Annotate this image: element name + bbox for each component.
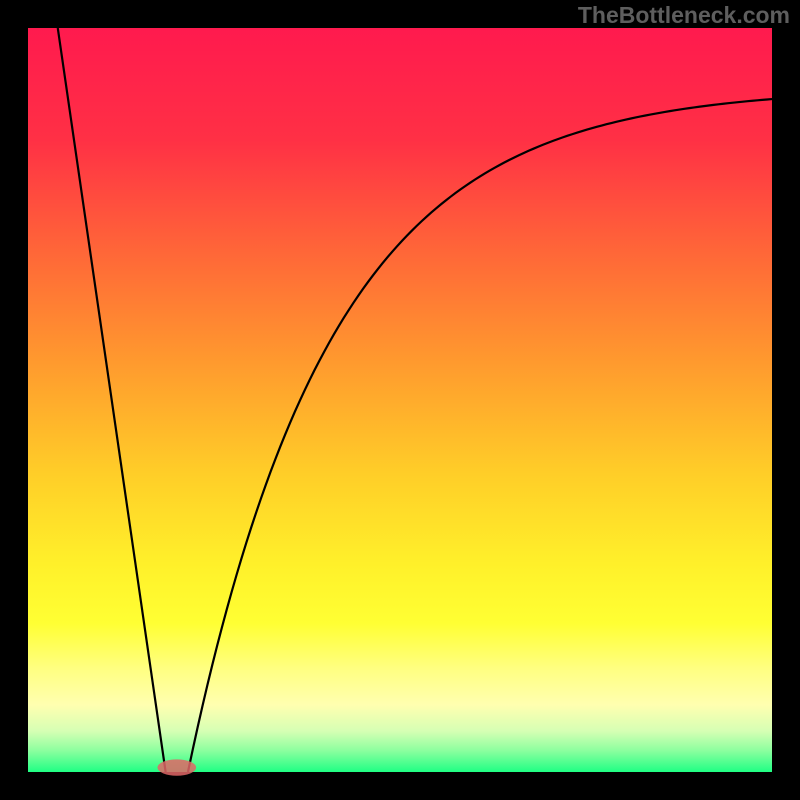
optimal-point-marker [157, 759, 196, 775]
plot-background-gradient [28, 28, 772, 772]
bottleneck-chart [0, 0, 800, 800]
chart-container: TheBottleneck.com [0, 0, 800, 800]
attribution-watermark: TheBottleneck.com [578, 2, 790, 29]
